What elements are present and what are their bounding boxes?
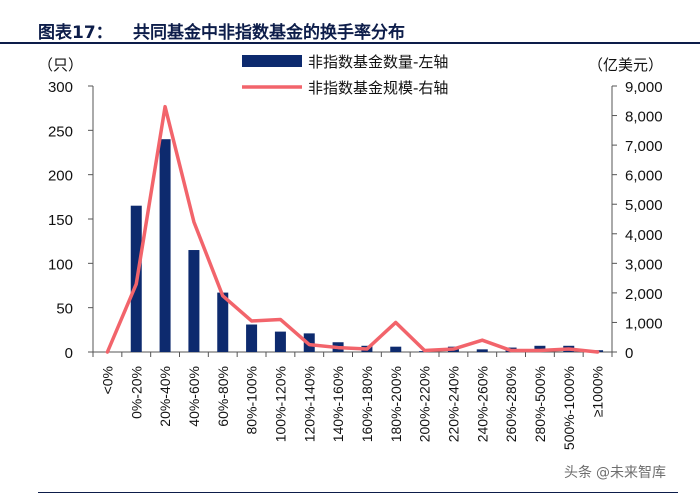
x-tick-label: 120%-140% <box>301 366 317 442</box>
right-axis-unit: （亿美元） <box>588 56 663 74</box>
x-tick-label: <0% <box>99 366 115 394</box>
right-tick-label: 1,000 <box>625 315 663 332</box>
legend-label-bars: 非指数基金数量-左轴 <box>308 53 448 71</box>
bar-80%-100% <box>246 324 258 352</box>
x-tick-label: 500%-1000% <box>561 366 577 450</box>
x-tick-label: 280%-500% <box>532 366 548 442</box>
left-tick-label: 200 <box>48 168 73 185</box>
x-tick-label: 180%-200% <box>388 366 404 442</box>
bar-240%-260% <box>476 349 488 352</box>
left-axis-unit: （只） <box>38 56 83 74</box>
right-tick-label: 8,000 <box>625 109 663 126</box>
x-tick-label: 0%-20% <box>128 366 144 419</box>
x-tick-label: 80%-100% <box>244 366 260 435</box>
left-tick-label: 150 <box>48 212 73 229</box>
title-bar: 图表17： 共同基金中非指数基金的换手率分布 <box>0 0 700 44</box>
x-tick-label: 140%-160% <box>330 366 346 442</box>
legend-swatch-bars <box>242 55 302 67</box>
x-tick-label: 160%-180% <box>359 366 375 442</box>
watermark-name: @未来智库 <box>596 465 666 481</box>
right-tick-label: 6,000 <box>625 168 663 185</box>
left-tick-label: 100 <box>48 256 73 273</box>
right-tick-label: 5,000 <box>625 197 663 214</box>
watermark: 头条 @未来智库 <box>560 462 666 482</box>
x-tick-label: 60%-80% <box>215 366 231 427</box>
left-tick-label: 300 <box>48 79 73 96</box>
x-tick-label: 200%-220% <box>417 366 433 442</box>
right-tick-label: 9,000 <box>625 79 663 96</box>
legend-label-line: 非指数基金规模-右轴 <box>308 79 448 97</box>
bar-180%-200% <box>390 346 402 352</box>
right-tick-label: 7,000 <box>625 138 663 155</box>
watermark-prefix: 头条 <box>564 465 592 481</box>
x-tick-label: 260%-280% <box>503 366 519 442</box>
right-tick-label: 3,000 <box>625 256 663 273</box>
line-series-scale <box>105 104 600 354</box>
x-tick-label: 40%-60% <box>186 366 202 427</box>
bar-40%-60% <box>188 250 200 352</box>
chart-title: 共同基金中非指数基金的换手率分布 <box>133 23 405 43</box>
bar-60%-80% <box>217 292 229 352</box>
left-tick-label: 50 <box>56 301 73 318</box>
x-tick-label: 220%-240% <box>445 366 461 442</box>
right-tick-label: 0 <box>625 345 633 362</box>
bar-100%-120% <box>274 331 286 352</box>
right-tick-label: 4,000 <box>625 227 663 244</box>
left-tick-label: 250 <box>48 123 73 140</box>
left-tick-label: 0 <box>65 345 73 362</box>
bar-20%-40% <box>159 139 171 352</box>
x-tick-label: ≥1000% <box>590 366 606 417</box>
x-tick-label: 240%-260% <box>474 366 490 442</box>
figure-label: 图表17： <box>38 23 113 43</box>
right-tick-label: 2,000 <box>625 286 663 303</box>
bottom-rule <box>38 492 678 493</box>
x-tick-label: 20%-40% <box>157 366 173 427</box>
x-tick-label: 100%-120% <box>272 366 288 442</box>
